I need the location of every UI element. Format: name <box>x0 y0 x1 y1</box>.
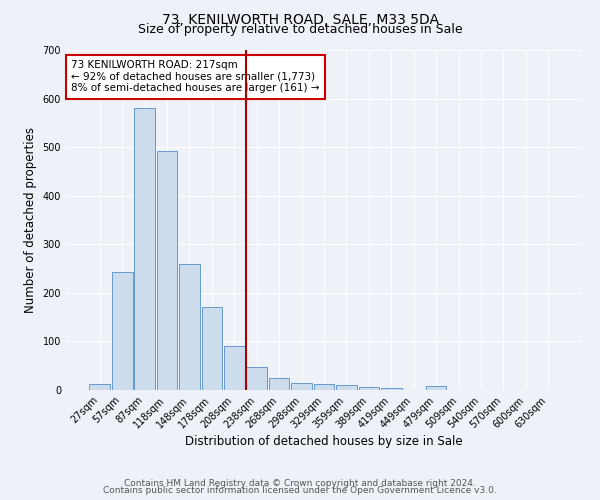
Text: Size of property relative to detached houses in Sale: Size of property relative to detached ho… <box>137 22 463 36</box>
Text: 73, KENILWORTH ROAD, SALE, M33 5DA: 73, KENILWORTH ROAD, SALE, M33 5DA <box>161 12 439 26</box>
Bar <box>89 384 110 390</box>
Bar <box>112 272 133 390</box>
Bar <box>202 308 222 390</box>
X-axis label: Distribution of detached houses by size in Sale: Distribution of detached houses by size … <box>185 436 463 448</box>
Bar <box>269 378 289 390</box>
Bar <box>157 150 178 390</box>
Bar <box>247 366 267 390</box>
Y-axis label: Number of detached properties: Number of detached properties <box>24 127 37 313</box>
Bar <box>291 382 312 390</box>
Text: Contains public sector information licensed under the Open Government Licence v3: Contains public sector information licen… <box>103 486 497 495</box>
Bar <box>134 108 155 390</box>
Text: 73 KENILWORTH ROAD: 217sqm
← 92% of detached houses are smaller (1,773)
8% of se: 73 KENILWORTH ROAD: 217sqm ← 92% of deta… <box>71 60 320 94</box>
Bar <box>314 384 334 390</box>
Text: Contains HM Land Registry data © Crown copyright and database right 2024.: Contains HM Land Registry data © Crown c… <box>124 478 476 488</box>
Bar <box>381 388 401 390</box>
Bar <box>426 386 446 390</box>
Bar <box>224 346 245 390</box>
Bar <box>179 264 200 390</box>
Bar <box>336 385 357 390</box>
Bar <box>359 387 379 390</box>
